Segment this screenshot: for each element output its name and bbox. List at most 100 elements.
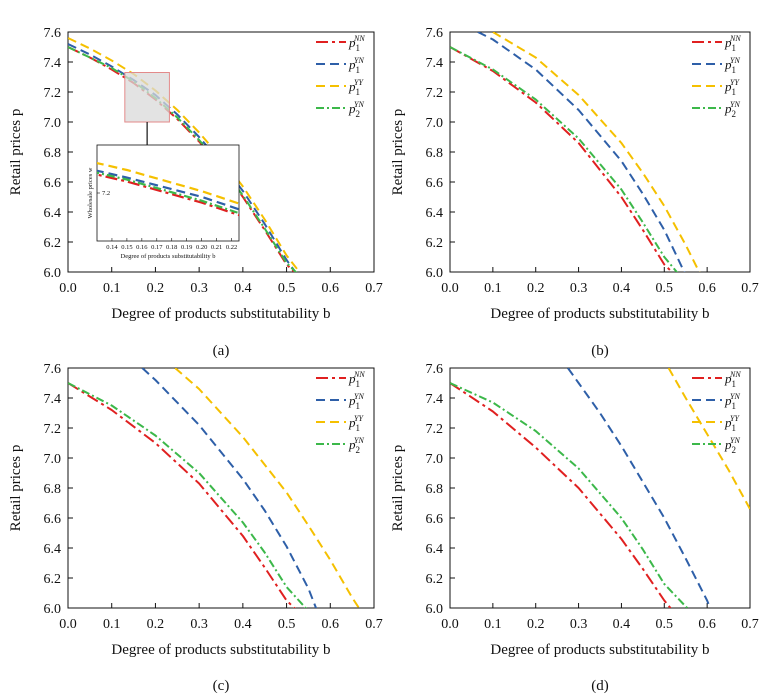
y-tick-label: 6.2 xyxy=(426,236,444,251)
x-tick-label: 0.3 xyxy=(190,617,208,632)
x-tick-label: 0.1 xyxy=(103,281,121,296)
inset-x-tick-label: 0.20 xyxy=(196,244,207,251)
x-tick-label: 0.6 xyxy=(698,281,716,296)
panel-label: (a) xyxy=(213,343,230,359)
series-group xyxy=(68,37,301,272)
x-tick-label: 0.6 xyxy=(322,617,340,632)
series-line-p2YN xyxy=(68,382,308,608)
x-tick-label: 0.4 xyxy=(613,617,631,632)
x-tick-label: 0.0 xyxy=(441,617,459,632)
y-tick-label: 6.2 xyxy=(44,572,62,587)
x-tick-label: 0.6 xyxy=(698,617,716,632)
x-tick-label: 0.1 xyxy=(103,617,121,632)
series-line-p1YY xyxy=(667,368,750,510)
legend-label-p1YN: p1YN xyxy=(724,56,740,75)
legend-label-p1NN: p1NN xyxy=(348,370,365,389)
x-tick-label: 0.5 xyxy=(656,617,674,632)
legend-label-p2YN: p2YN xyxy=(348,100,364,119)
y-tick-label: 7.6 xyxy=(426,26,444,41)
inset-x-tick-label: 0.14 xyxy=(106,244,118,251)
y-tick-label: 7.4 xyxy=(426,56,444,71)
legend-label-p2YN: p2YN xyxy=(348,436,364,455)
zoom-box xyxy=(124,72,170,123)
series-line-p2YN xyxy=(450,46,679,272)
x-tick-label: 0.3 xyxy=(570,281,588,296)
inset-x-tick-label: 0.15 xyxy=(121,244,132,251)
y-tick-label: 6.4 xyxy=(44,542,62,557)
y-tick-label: 7.4 xyxy=(426,392,444,407)
y-tick-label: 7.6 xyxy=(44,26,62,41)
legend-label-p1YN: p1YN xyxy=(348,56,364,75)
panel-label: (d) xyxy=(591,678,609,694)
panel-label: (b) xyxy=(591,343,609,359)
series-line-p1NN xyxy=(68,382,296,608)
y-tick-label: 6.6 xyxy=(44,176,62,191)
chart-panel-2: 0.0 0.1 0.2 0.3 0.4 0.5 0.6 0.7 6.0 6.2 6.4 6.6 6.8 7… xyxy=(390,26,759,359)
inset-x-title: Degree of products substitutability b xyxy=(121,253,216,260)
y-tick-label: 7.6 xyxy=(426,362,444,377)
inset-y-title: Wholesale prices w xyxy=(87,167,94,218)
y-axis-title: Retail prices p xyxy=(8,109,24,196)
series-group xyxy=(68,368,361,608)
x-tick-label: 0.4 xyxy=(613,281,631,296)
y-tick-label: 7.2 xyxy=(426,422,444,437)
chart-panel-3: 0.0 0.1 0.2 0.3 0.4 0.5 0.6 0.7 6.0 6.2 6.4 6.6 6.8 7… xyxy=(8,362,383,694)
y-axis-title: Retail prices p xyxy=(390,445,406,532)
y-tick-label: 7.0 xyxy=(44,452,62,467)
y-axis-title: Retail prices p xyxy=(390,109,406,196)
plot-frame xyxy=(67,367,375,609)
y-tick-label: 6.0 xyxy=(426,602,444,617)
legend-label-p1NN: p1NN xyxy=(724,370,741,389)
y-axis-title: Retail prices p xyxy=(8,445,24,532)
legend-label-p2YN: p2YN xyxy=(724,436,740,455)
legend-label-p2YN: p2YN xyxy=(724,100,740,119)
x-tick-label: 0.5 xyxy=(278,617,296,632)
legend-label-p1NN: p1NN xyxy=(724,34,741,53)
x-tick-label: 0.1 xyxy=(484,281,502,296)
y-tick-label: 6.6 xyxy=(426,176,444,191)
legend-label-p1YN: p1YN xyxy=(724,392,740,411)
x-tick-label: 0.0 xyxy=(441,281,459,296)
series-group xyxy=(450,32,701,272)
y-tick-label: 6.4 xyxy=(426,206,444,221)
series-line-p1NN xyxy=(450,46,674,272)
x-tick-label: 0.2 xyxy=(147,617,165,632)
legend-label-p1NN: p1NN xyxy=(348,34,365,53)
x-tick-label: 0.5 xyxy=(278,281,296,296)
x-tick-label: 0.2 xyxy=(527,617,545,632)
y-tick-label: 6.4 xyxy=(44,206,62,221)
y-tick-label: 6.8 xyxy=(426,482,444,497)
series-line-p1YY xyxy=(492,32,701,272)
series-line-p1YN xyxy=(477,32,686,272)
x-tick-label: 0.3 xyxy=(190,281,208,296)
legend-label-p1YY: p1YY xyxy=(724,414,740,433)
series-line-p1YN xyxy=(567,368,712,608)
y-tick-label: 6.4 xyxy=(426,542,444,557)
x-axis-title: Degree of products substitutability b xyxy=(490,642,709,658)
inset-x-tick-label: 0.17 xyxy=(151,244,163,251)
x-tick-label: 0.1 xyxy=(484,617,502,632)
x-tick-label: 0.4 xyxy=(234,281,252,296)
chart-panel-4: 0.0 0.1 0.2 0.3 0.4 0.5 0.6 0.7 6.0 6.2 6.4 6.6 6.8 7… xyxy=(390,362,759,694)
y-tick-label: 7.6 xyxy=(44,362,62,377)
y-tick-label: 6.2 xyxy=(44,236,62,251)
inset-x-tick-label: 0.18 xyxy=(166,244,177,251)
series-line-p1YN xyxy=(68,43,297,272)
y-tick-label: 7.2 xyxy=(426,86,444,101)
y-tick-label: 7.4 xyxy=(44,392,62,407)
x-axis-title: Degree of products substitutability b xyxy=(490,306,709,322)
y-tick-label: 7.0 xyxy=(426,452,444,467)
y-tick-label: 6.2 xyxy=(426,572,444,587)
x-tick-label: 0.7 xyxy=(741,617,759,632)
inset-x-tick-label: 0.16 xyxy=(136,244,148,251)
legend-label-p1YY: p1YY xyxy=(724,78,740,97)
x-tick-label: 0.7 xyxy=(365,617,383,632)
x-tick-label: 0.0 xyxy=(59,617,77,632)
y-tick-label: 7.4 xyxy=(44,56,62,71)
series-line-p1YN xyxy=(141,368,318,608)
series-line-p1NN xyxy=(450,382,672,608)
legend-label-p1YY: p1YY xyxy=(348,414,364,433)
x-axis-title: Degree of products substitutability b xyxy=(111,306,330,322)
chart-panel-1: 0.0 0.1 0.2 0.3 0.4 0.5 0.6 0.7 6.0 6.2 6.4 6.6 6.8 7… xyxy=(8,26,383,359)
